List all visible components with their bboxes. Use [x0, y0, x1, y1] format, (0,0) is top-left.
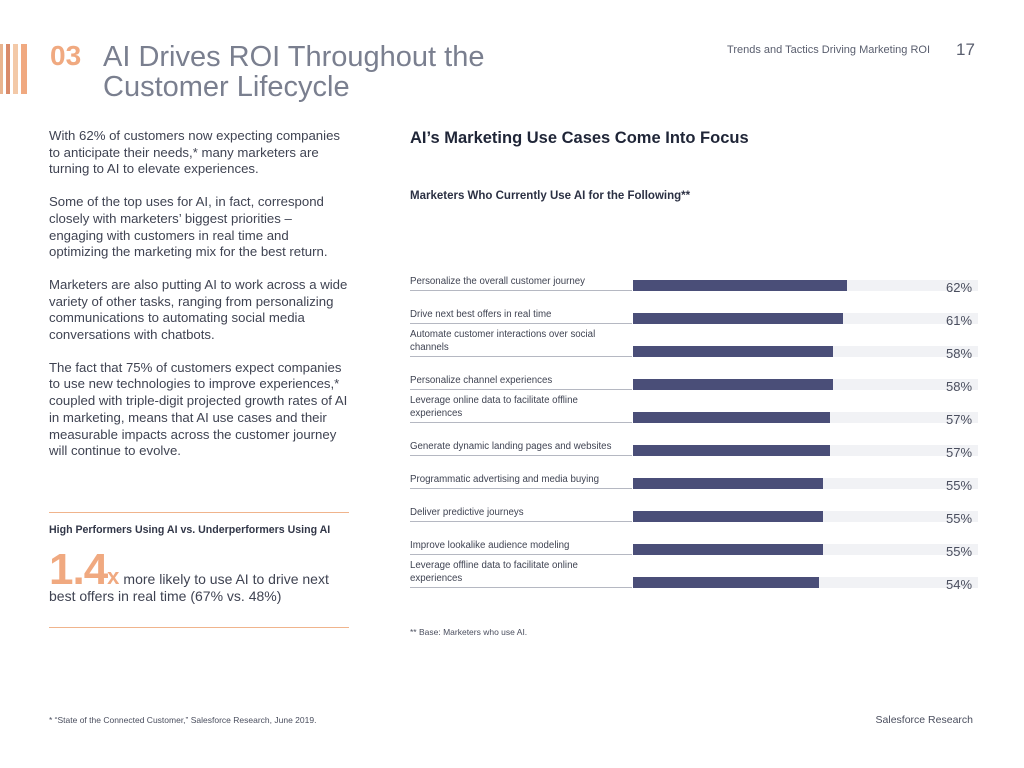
value-label: 55%	[946, 511, 973, 526]
chart-row: Leverage online data to facilitate offli…	[0, 395, 1024, 430]
bar	[633, 511, 823, 522]
bar	[633, 379, 834, 390]
chart-row: Leverage offline data to facilitate onli…	[0, 560, 1024, 595]
label-underline	[410, 455, 632, 456]
bar-label: Leverage offline data to facilitate onli…	[410, 560, 578, 584]
chart-row: Deliver predictive journeys 55%	[0, 496, 1024, 529]
label-underline	[410, 521, 632, 522]
intro-text: With 62% of customers now expecting comp…	[49, 128, 349, 476]
bar	[633, 412, 830, 423]
high-performers-heading: High Performers Using AI vs. Underperfor…	[49, 524, 331, 536]
bar	[633, 577, 820, 588]
bar	[633, 313, 844, 324]
chart-subtitle: Marketers Who Currently Use AI for the F…	[410, 190, 691, 202]
citation: * “State of the Connected Customer,” Sal…	[49, 715, 317, 725]
paragraph: The fact that 75% of customers expect co…	[49, 359, 348, 459]
chart-row: Programmatic advertising and media buyin…	[0, 463, 1024, 496]
label-underline	[410, 356, 632, 357]
value-label: 55%	[946, 478, 973, 493]
chart-row: Improve lookalike audience modeling 55%	[0, 529, 1024, 562]
stat-number: 1.4	[49, 545, 108, 594]
label-underline	[410, 422, 632, 423]
value-label: 55%	[946, 544, 973, 559]
chart-row: Generate dynamic landing pages and websi…	[0, 430, 1024, 463]
decorative-stripes	[0, 44, 27, 94]
value-label: 57%	[946, 412, 973, 427]
bar-label: Leverage online data to facilitate offli…	[410, 395, 578, 419]
value-label: 62%	[946, 280, 973, 295]
bar-label: Deliver predictive journeys	[410, 506, 524, 518]
value-label: 58%	[946, 379, 973, 394]
chart-footnote: ** Base: Marketers who use AI.	[410, 627, 528, 637]
page-number: 17	[956, 40, 975, 59]
chart-row: Automate customer interactions over soci…	[0, 329, 1024, 364]
bar	[633, 445, 830, 456]
stat-callout: 1.4x more likely to use AI to drive next …	[49, 548, 359, 605]
chart-row: Drive next best offers in real time 61%	[0, 298, 1024, 331]
bar-label: Improve lookalike audience modeling	[410, 539, 570, 551]
label-underline	[410, 587, 632, 588]
value-label: 54%	[946, 577, 973, 592]
value-label: 58%	[946, 346, 973, 361]
brand-footer: Salesforce Research	[875, 714, 973, 726]
bar-label: Programmatic advertising and media buyin…	[410, 473, 600, 485]
chart-row: Personalize the overall customer journey…	[0, 265, 1024, 298]
bar-label: Generate dynamic landing pages and websi…	[410, 440, 612, 452]
bar-label: Personalize channel experiences	[410, 374, 553, 386]
label-underline	[410, 323, 632, 324]
stat-multiplier: x	[107, 564, 120, 589]
value-label: 61%	[946, 313, 973, 328]
stat-text: more likely to use AI to drive next best…	[49, 571, 329, 604]
bar-label: Personalize the overall customer journey	[410, 275, 585, 287]
page-title: AI Drives ROI Throughout the Customer Li…	[103, 41, 485, 103]
divider	[49, 512, 349, 513]
label-underline	[410, 488, 632, 489]
bar	[633, 280, 847, 291]
label-underline	[410, 389, 632, 390]
bar	[633, 346, 834, 357]
chart-row: Personalize channel experiences 58%	[0, 364, 1024, 397]
label-underline	[410, 290, 632, 291]
paragraph: With 62% of customers now expecting comp…	[49, 128, 340, 177]
report-title: Trends and Tactics Driving Marketing ROI	[727, 44, 930, 56]
chart-title: AI’s Marketing Use Cases Come Into Focus	[410, 129, 749, 147]
value-label: 57%	[946, 445, 973, 460]
bar	[633, 478, 823, 489]
section-number: 03	[50, 40, 82, 71]
bar	[633, 544, 823, 555]
label-underline	[410, 554, 632, 555]
paragraph: Marketers are also putting AI to work ac…	[49, 276, 348, 343]
bar-label: Drive next best offers in real time	[410, 308, 552, 320]
divider	[49, 627, 349, 628]
bar-label: Automate customer interactions over soci…	[410, 329, 596, 353]
paragraph: Some of the top uses for AI, in fact, co…	[49, 194, 328, 260]
